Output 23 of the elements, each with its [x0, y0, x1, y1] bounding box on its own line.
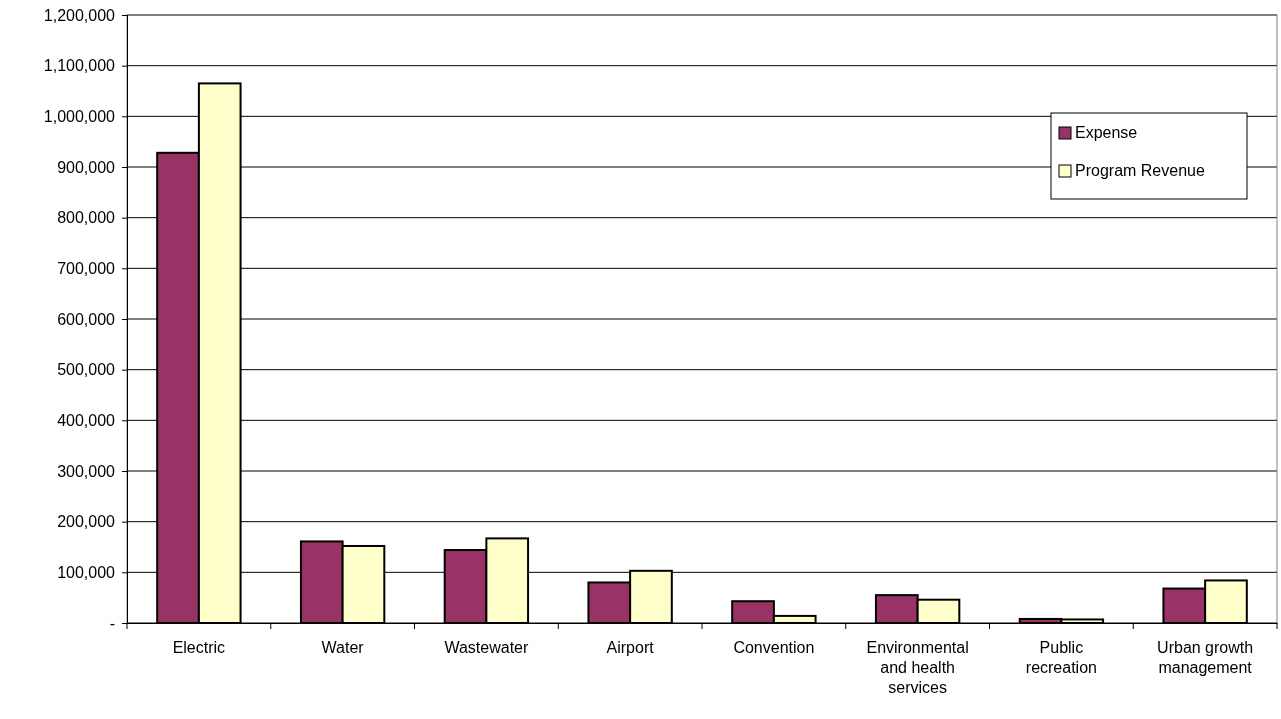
y-tick-label: 900,000	[57, 158, 116, 176]
y-tick-label: 1,000,000	[43, 107, 116, 125]
y-tick-label: 1,100,000	[43, 57, 116, 75]
legend-label: Expense	[1075, 124, 1138, 141]
y-tick-label: 400,000	[57, 411, 116, 429]
y-tick-label: 100,000	[57, 563, 116, 581]
y-tick-label: 200,000	[57, 513, 116, 531]
x-tick-label: Electric	[172, 639, 226, 656]
x-tick-label: Wastewater	[444, 639, 529, 656]
x-tick-label: Public recreation	[1025, 639, 1097, 676]
x-tick-label: Convention	[733, 639, 815, 656]
x-tick-label: Water	[321, 639, 365, 656]
y-tick-label: 300,000	[57, 462, 116, 480]
y-tick-label: 600,000	[57, 310, 116, 328]
x-tick-label: Environmental and health services	[866, 639, 969, 696]
x-tick-label: Airport	[606, 639, 655, 656]
y-tick-label: 1,200,000	[43, 6, 116, 24]
x-tick-label: Urban growth management	[1157, 639, 1254, 676]
legend-label: Program Revenue	[1075, 162, 1205, 179]
y-tick-label: 700,000	[57, 259, 116, 277]
y-tick-label: 800,000	[57, 209, 116, 227]
y-tick-label: 500,000	[57, 361, 116, 379]
y-tick-label: -	[109, 614, 115, 632]
